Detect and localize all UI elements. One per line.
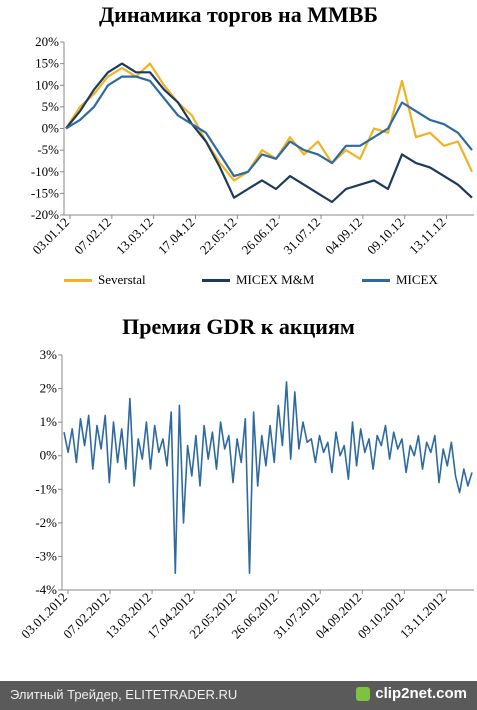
- chart2-title: Премия GDR к акциям: [122, 314, 355, 339]
- legend-label-severstal: Severstal: [98, 272, 146, 287]
- c1-series-line-0: [65, 62, 473, 182]
- legend-swatch-micex: [362, 278, 390, 282]
- c1-y-tick-label: -10%: [31, 164, 59, 179]
- c1-y-tick-label: 10%: [35, 77, 59, 92]
- legend-swatch-micex-mm: [202, 278, 230, 282]
- legend-item-micex: MICEX: [362, 272, 438, 288]
- c1-y-tick-label: -15%: [31, 185, 59, 200]
- c1-x-tick-label: 04.09.12: [322, 215, 365, 258]
- c1-y-tick-label: 5%: [42, 99, 60, 114]
- legend-item-severstal: Severstal: [64, 272, 146, 288]
- c2-x-tick-label: 13.11.2012: [397, 590, 449, 642]
- c2-y-tick-label: 3%: [40, 347, 58, 362]
- footer-bar: Элитный Трейдер, ELITETRADER.RU clip2net…: [0, 681, 477, 710]
- c1-y-tick-label: 20%: [35, 34, 59, 49]
- c1-x-tick-label: 26.06.12: [239, 215, 282, 258]
- legend-label-micex-mm: MICEX M&M: [236, 272, 315, 287]
- chart2-svg: 3%2%1%0%-1%-2%-3%-4%03.01.201207.02.2012…: [18, 347, 474, 642]
- c1-y-tick-label: -5%: [37, 142, 59, 157]
- brand-logo[interactable]: clip2net.com: [356, 685, 467, 702]
- footer-text: Элитный Трейдер, ELITETRADER.RU: [10, 687, 238, 702]
- c2-y-tick-label: -3%: [35, 548, 57, 563]
- c1-series-line-1: [65, 62, 473, 204]
- legend-swatch-severstal: [64, 278, 92, 282]
- c2-y-tick-label: 0%: [40, 448, 58, 463]
- c2-y-tick-label: -4%: [35, 582, 57, 597]
- c2-y-tick-label: -1%: [35, 481, 57, 496]
- c2-y-tick-label: -2%: [35, 515, 57, 530]
- clip2net-icon: [356, 686, 371, 701]
- c1-series-line-2: [65, 75, 473, 178]
- c1-x-tick-label: 13.03.12: [113, 215, 156, 258]
- c1-x-tick-label: 07.02.12: [71, 215, 114, 258]
- c2-series-line-0: [63, 381, 473, 574]
- legend-label-micex: MICEX: [396, 272, 438, 287]
- c1-y-tick-label: 15%: [35, 56, 59, 71]
- c1-x-tick-label: 09.10.12: [364, 215, 407, 258]
- c1-x-tick-label: 13.11.12: [406, 215, 448, 257]
- chart1-legend: Severstal MICEX M&M MICEX: [0, 272, 477, 292]
- c1-y-tick-label: -20%: [31, 207, 59, 222]
- c2-y-tick-label: 1%: [40, 414, 58, 429]
- c1-x-tick-label: 22.05.12: [197, 215, 240, 258]
- c2-y-tick-label: 2%: [40, 381, 58, 396]
- brand-text: clip2net.com: [375, 685, 467, 702]
- c1-x-tick-label: 17.04.12: [155, 215, 198, 258]
- c1-y-tick-label: 0%: [42, 121, 60, 136]
- chart1-svg: 20%15%10%5%0%-5%-10%-15%-20%03.01.12 07.0…: [29, 34, 474, 258]
- c1-x-tick-label: 31.07.12: [280, 215, 323, 258]
- legend-item-micex-mm: MICEX M&M: [202, 272, 314, 288]
- chart1-title: Динамика торгов на ММВБ: [99, 2, 378, 27]
